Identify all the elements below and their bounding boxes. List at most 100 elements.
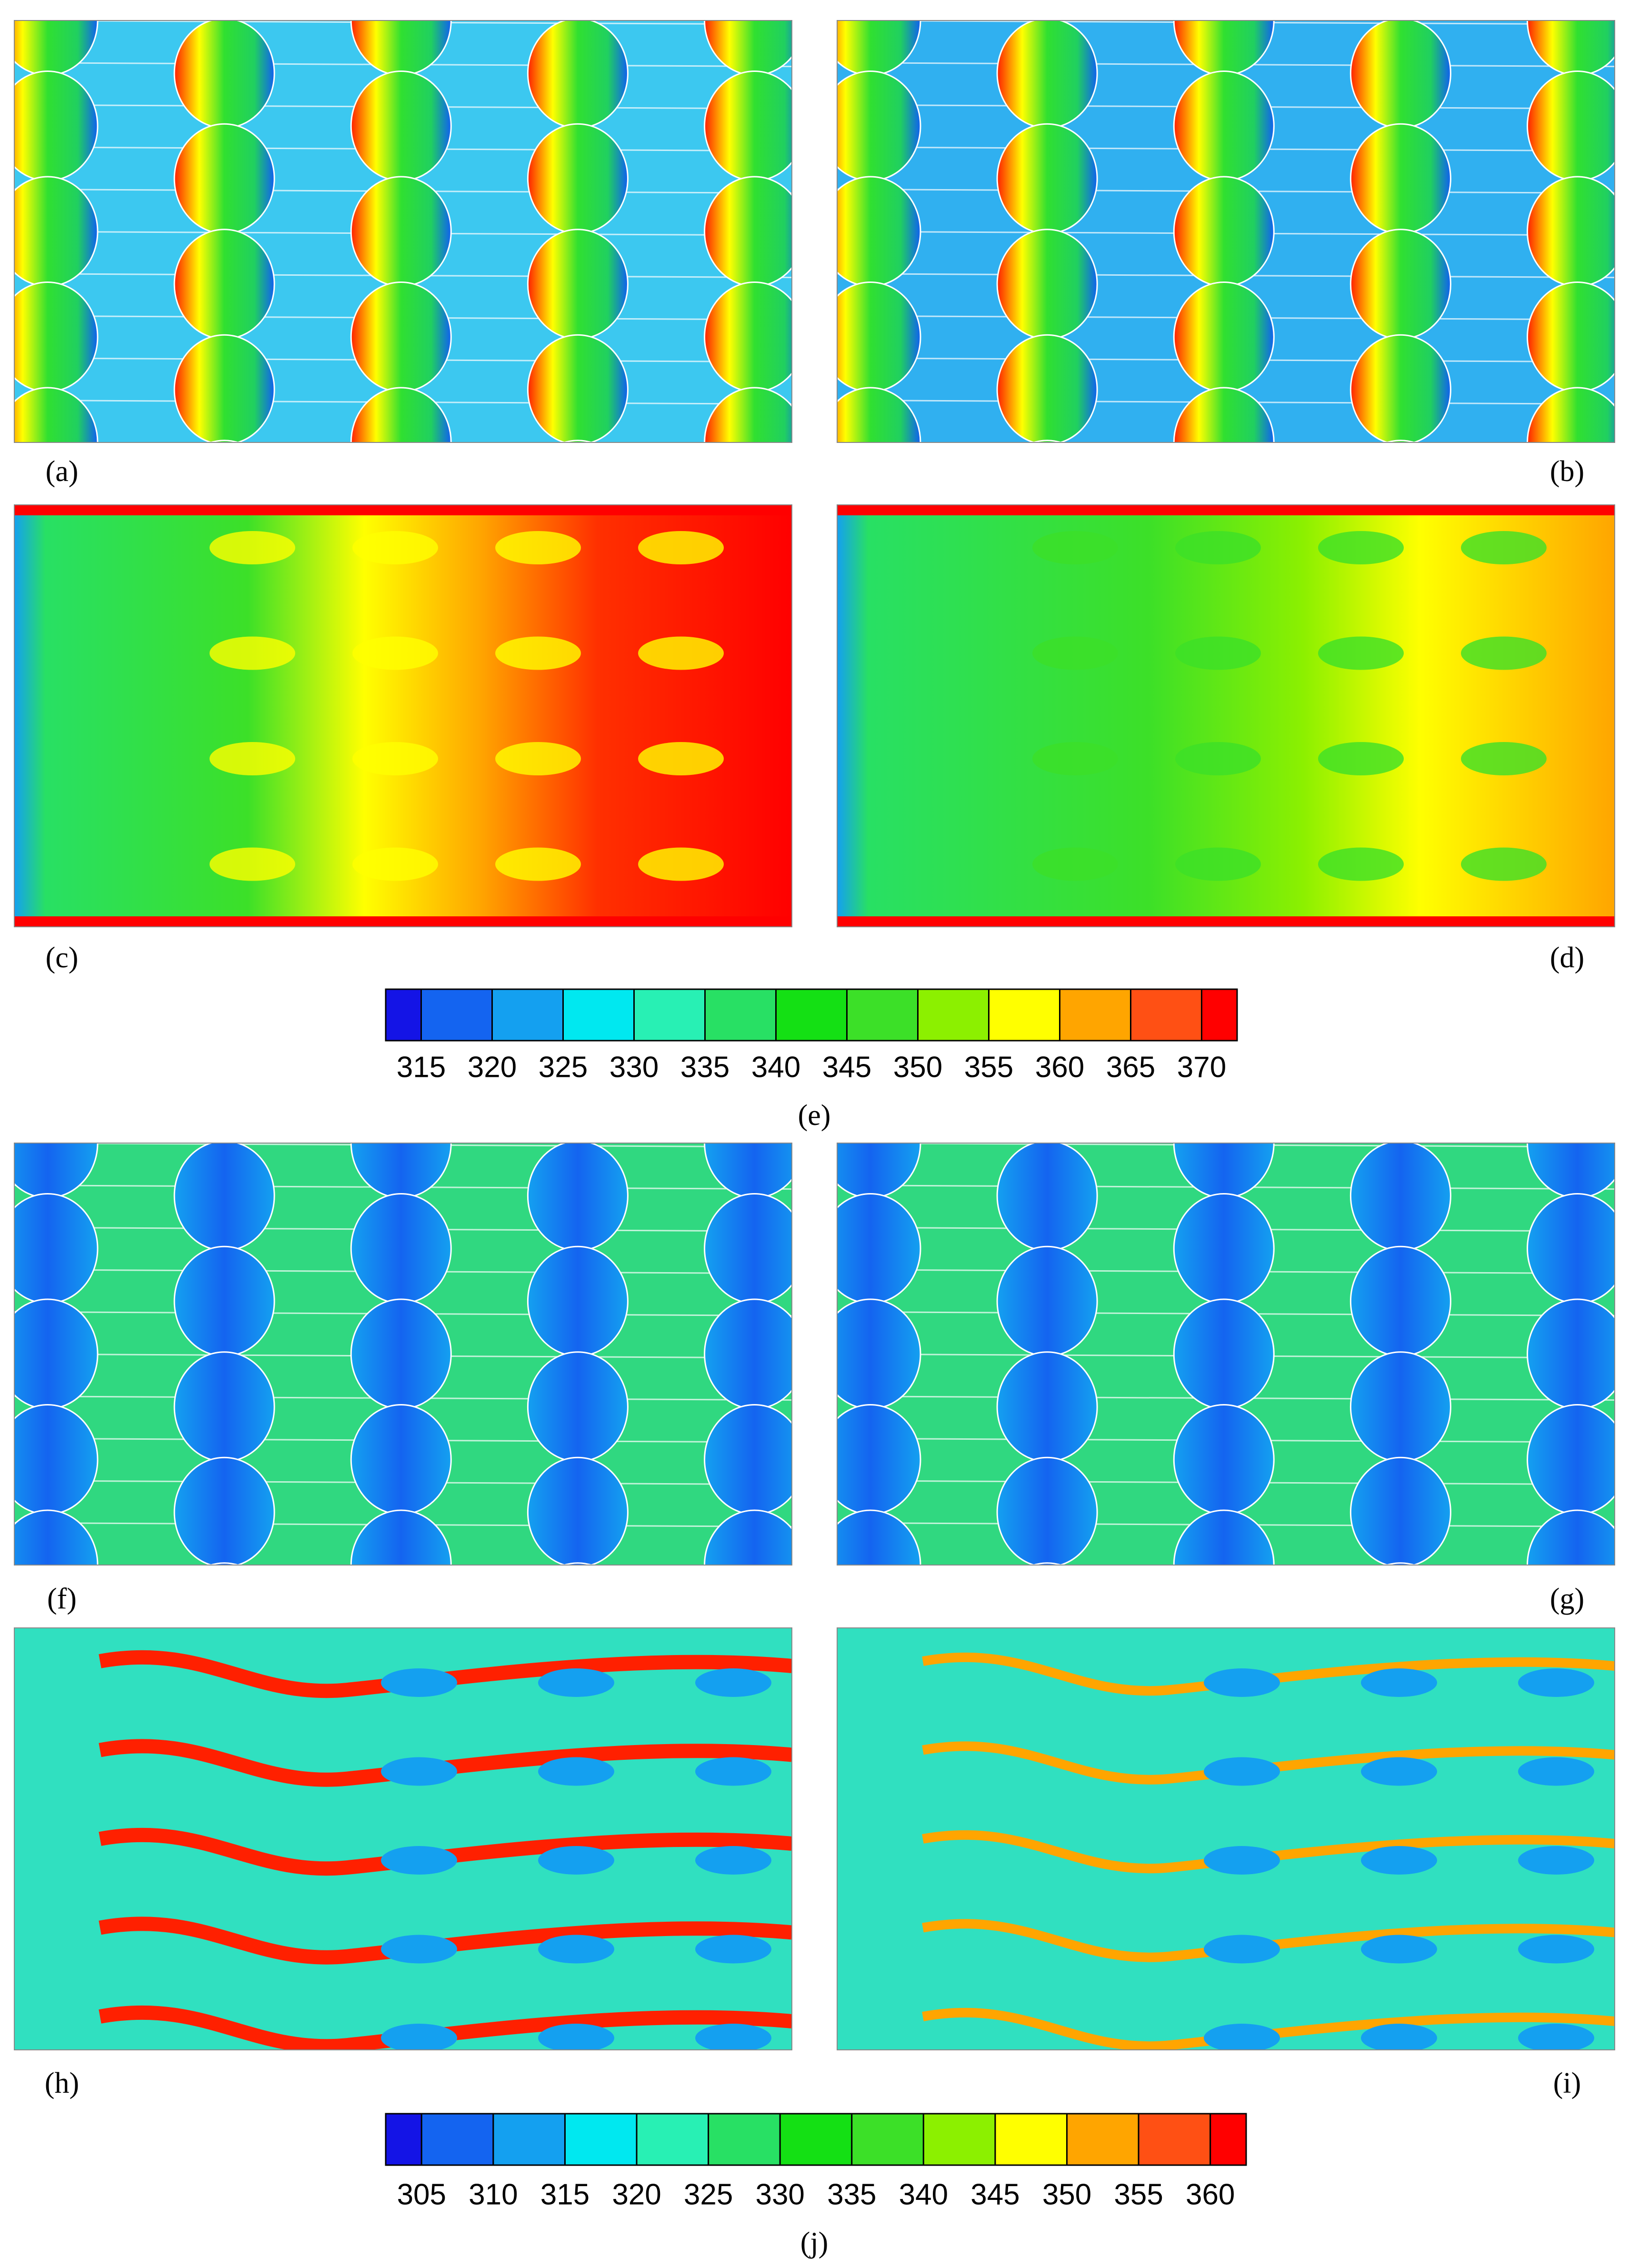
cylinder (1173, 1404, 1275, 1515)
cylinder (837, 1404, 921, 1515)
colorbar-tick-label: 345 (822, 1051, 871, 1084)
color-box (564, 2113, 638, 2166)
cylinder (350, 387, 452, 442)
color-box (492, 2113, 566, 2166)
contour-plot (837, 20, 1615, 443)
colorbar-tick-label: 350 (1042, 2178, 1091, 2211)
color-box (633, 988, 706, 1042)
colorbar-tick-label: 345 (970, 2178, 1019, 2211)
cold-blob (1204, 1668, 1280, 1697)
color-box (917, 988, 989, 1042)
contour-blob (1032, 742, 1118, 775)
cylinder (1527, 1298, 1615, 1410)
contour-blob (1175, 742, 1261, 775)
cylinder (1173, 1509, 1275, 1565)
cylinder (1349, 20, 1451, 129)
colorbar-tick-label: 365 (1106, 1051, 1155, 1084)
panel-label: (h) (45, 2067, 79, 2099)
cylinder (173, 1143, 275, 1252)
plot-area (14, 20, 792, 446)
cold-blob (381, 2024, 457, 2050)
cylinder (527, 1351, 629, 1463)
colorbar-tick-label: 360 (1035, 1051, 1084, 1084)
contour-plot (14, 1627, 792, 2050)
wall (14, 916, 792, 927)
cylinder (1527, 70, 1615, 181)
plot-area (837, 505, 1615, 986)
cylinder (173, 334, 275, 442)
contour-plot (14, 20, 792, 446)
color-box (1201, 988, 1238, 1042)
plot-area (0, 983, 792, 1565)
cold-blob (1361, 1846, 1437, 1875)
contour-blob (1032, 847, 1118, 881)
cylinder (1349, 1351, 1451, 1463)
color-box (704, 988, 777, 1042)
cylinder (173, 123, 275, 234)
contour-blob (495, 742, 581, 775)
cylinder (1349, 1143, 1451, 1252)
cylinder (14, 1509, 99, 1565)
cylinder (527, 1245, 629, 1357)
cylinder (173, 1351, 275, 1463)
cold-blob (1204, 1757, 1280, 1786)
cylinder (350, 70, 452, 181)
colorbar-tick-label: 320 (612, 2178, 661, 2211)
cold-blob (1518, 2024, 1594, 2050)
cylinder (1385, 1562, 1417, 1565)
cold-blob (1361, 2024, 1437, 2050)
frame (14, 504, 792, 927)
panel-label: (g) (1550, 1583, 1584, 1615)
streamline (14, 442, 792, 446)
cylinder (704, 281, 792, 392)
contour-blob (352, 953, 438, 986)
cylinder (209, 20, 240, 23)
contour-blob (1318, 636, 1404, 670)
wall (14, 505, 792, 515)
cylinder (1349, 1456, 1451, 1565)
colorbar-tick-label: 320 (468, 1051, 517, 1084)
colorbar-tick-label: 360 (1186, 2178, 1235, 2211)
cylinder (0, 983, 98, 1093)
color-box (636, 2113, 710, 2166)
cylinder (837, 1509, 921, 1565)
cylinder (1528, 983, 1628, 1093)
contour-blob (638, 953, 724, 986)
contour-blob (495, 531, 581, 564)
colorbar-tick-label: 305 (397, 2178, 446, 2211)
cylinder (1527, 387, 1615, 442)
contour-blob (1175, 636, 1261, 670)
contour-blob (1461, 847, 1547, 881)
color-box (491, 988, 564, 1042)
colorbar-tick-label: 325 (539, 1051, 588, 1084)
hot-streak (99, 1827, 792, 1876)
colorbar-tick-label: 310 (469, 2178, 518, 2211)
cold-blob (381, 1668, 457, 1697)
hot-streak (922, 1652, 1615, 1696)
cylinder (704, 70, 792, 181)
colorbar-tick-label: 335 (827, 2178, 876, 2211)
cylinder (14, 387, 99, 442)
cold-blob (1204, 1935, 1280, 1964)
contour-blob (1032, 953, 1118, 986)
contour-blob (1175, 531, 1261, 564)
cold-blob (538, 1668, 614, 1697)
color-box (420, 2113, 494, 2166)
hot-streak (99, 2005, 792, 2050)
cylinder (527, 123, 629, 234)
cylinder (1349, 1245, 1451, 1357)
streamline (14, 1564, 160, 1565)
cylinder (996, 1143, 1098, 1252)
cylinder (1527, 1193, 1615, 1304)
cold-blob (1204, 2024, 1280, 2050)
contour-blob (1461, 531, 1547, 564)
color-box (1138, 2113, 1211, 2166)
color-box (779, 2113, 853, 2166)
cylinder (704, 1298, 792, 1410)
cylinder (996, 334, 1098, 442)
streamline (837, 1564, 983, 1565)
hot-streak (99, 1650, 792, 1698)
wall (837, 505, 1615, 515)
cylinder (173, 20, 275, 129)
